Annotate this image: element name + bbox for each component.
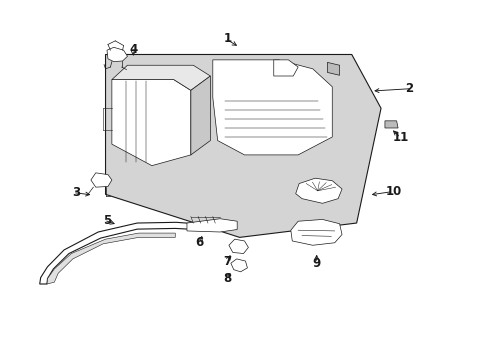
Polygon shape xyxy=(295,178,341,203)
Polygon shape xyxy=(228,239,248,253)
Text: 6: 6 xyxy=(195,236,203,249)
Polygon shape xyxy=(186,219,237,232)
Text: 7: 7 xyxy=(223,255,230,268)
Polygon shape xyxy=(91,173,112,187)
Polygon shape xyxy=(290,220,341,245)
Polygon shape xyxy=(40,222,195,284)
Polygon shape xyxy=(105,54,380,237)
Polygon shape xyxy=(384,121,397,128)
Polygon shape xyxy=(112,80,190,166)
Polygon shape xyxy=(327,62,339,75)
Text: 3: 3 xyxy=(72,186,80,199)
Text: 10: 10 xyxy=(385,185,401,198)
Polygon shape xyxy=(190,76,210,155)
Polygon shape xyxy=(112,65,210,90)
Text: 2: 2 xyxy=(405,82,413,95)
Polygon shape xyxy=(230,259,247,272)
Text: 4: 4 xyxy=(129,42,137,55)
Polygon shape xyxy=(212,60,331,155)
Polygon shape xyxy=(107,47,127,62)
Text: 11: 11 xyxy=(391,131,408,144)
Text: 5: 5 xyxy=(103,214,111,227)
Polygon shape xyxy=(273,60,298,76)
Text: 9: 9 xyxy=(312,257,320,270)
Polygon shape xyxy=(47,233,175,284)
Text: 8: 8 xyxy=(223,272,231,285)
Text: 1: 1 xyxy=(224,32,232,45)
